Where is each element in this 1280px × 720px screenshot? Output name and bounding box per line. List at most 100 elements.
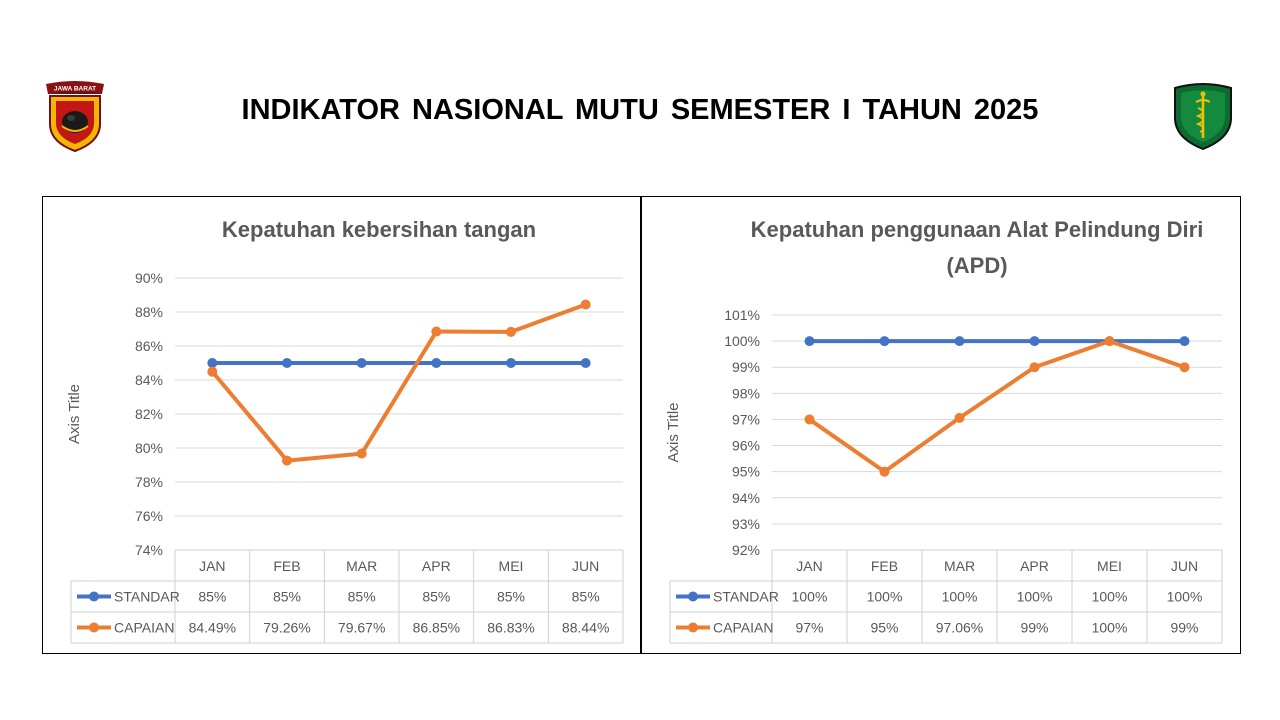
data-point-capaian	[1179, 362, 1190, 373]
data-label: 100%	[1167, 589, 1203, 605]
x-tick-label: JUN	[1171, 558, 1198, 574]
data-point-standar	[356, 358, 367, 368]
x-tick-label: JAN	[796, 558, 822, 574]
y-tick-label: 97%	[732, 411, 760, 427]
x-tick-label: JUN	[572, 558, 599, 574]
data-label: 79.26%	[263, 620, 310, 636]
logo-left-text: JAWA BARAT	[54, 86, 96, 93]
legend-label: CAPAIAN	[114, 620, 174, 636]
data-point-standar	[580, 358, 591, 368]
y-tick-label: 101%	[724, 307, 760, 323]
legend-key-marker	[89, 591, 99, 602]
x-tick-label: MAR	[346, 558, 377, 574]
legend-key-marker	[688, 591, 698, 602]
y-tick-label: 100%	[724, 333, 760, 349]
data-label: 85%	[422, 589, 450, 605]
chart-title: Kepatuhan kebersihan tangan	[222, 217, 536, 242]
data-point-standar	[1029, 336, 1040, 347]
x-tick-label: FEB	[273, 558, 300, 574]
x-tick-label: MAR	[944, 558, 975, 574]
chart-panel-hand-hygiene: Kepatuhan kebersihan tangan 74% 76% 78% 80% 8…	[42, 196, 641, 654]
x-tick-label: MEI	[1097, 558, 1122, 574]
x-tick-label: FEB	[871, 558, 898, 574]
data-label: 97%	[795, 620, 823, 636]
data-label: 100%	[1092, 620, 1128, 636]
chart-panel-apd: Kepatuhan penggunaan Alat Pelindung Diri…	[641, 196, 1241, 654]
y-tick-label: 90%	[135, 270, 163, 286]
data-label: 85%	[348, 589, 376, 605]
police-emblem-logo: JAWA BARAT	[46, 81, 104, 152]
data-label: 95%	[870, 620, 898, 636]
y-tick-label: 93%	[732, 516, 760, 532]
data-label: 100%	[867, 589, 903, 605]
data-point-standar	[282, 358, 292, 368]
data-label: 79.67%	[338, 620, 385, 636]
x-tick-label: APR	[1020, 558, 1049, 574]
y-tick-label: 92%	[732, 542, 760, 558]
data-point-capaian	[1104, 336, 1115, 347]
x-tick-label: MEI	[499, 558, 524, 574]
data-point-capaian	[282, 455, 292, 466]
data-point-capaian	[207, 366, 218, 377]
y-tick-label: 78%	[135, 474, 163, 490]
y-tick-label: 76%	[135, 508, 163, 524]
data-point-standar	[431, 358, 442, 368]
data-label: 100%	[942, 589, 978, 605]
data-point-capaian	[804, 414, 815, 425]
chart-title: Kepatuhan penggunaan Alat Pelindung Diri	[751, 217, 1204, 242]
x-tick-label: APR	[422, 558, 451, 574]
data-label: 86.83%	[487, 620, 534, 636]
chart-title: (APD)	[946, 253, 1007, 278]
hand-hygiene-chart: Kepatuhan kebersihan tangan 74% 76% 78% 80% 8…	[66, 217, 624, 644]
y-tick-label: 80%	[135, 440, 163, 456]
y-axis-title: Axis Title	[665, 402, 682, 462]
data-point-capaian	[580, 299, 591, 310]
y-tick-label: 82%	[135, 406, 163, 422]
y-axis-title: Axis Title	[66, 384, 83, 444]
legend-label: STANDAR	[114, 589, 180, 605]
data-point-capaian	[954, 412, 965, 423]
legend-label: STANDAR	[713, 589, 779, 605]
y-tick-label: 84%	[135, 372, 163, 388]
data-label: 85%	[497, 589, 525, 605]
data-point-standar	[1179, 336, 1190, 347]
data-label: 99%	[1170, 620, 1198, 636]
apd-compliance-chart: Kepatuhan penggunaan Alat Pelindung Diri…	[665, 217, 1223, 644]
data-label: 100%	[1017, 589, 1053, 605]
data-label: 100%	[1092, 589, 1128, 605]
legend-label: CAPAIAN	[713, 620, 773, 636]
data-label: 86.85%	[413, 620, 460, 636]
y-tick-label: 99%	[732, 359, 760, 375]
y-tick-label: 98%	[732, 385, 760, 401]
data-label: 100%	[792, 589, 828, 605]
x-tick-label: JAN	[199, 558, 225, 574]
legend-key-marker	[688, 622, 698, 633]
data-label: 97.06%	[936, 620, 983, 636]
data-point-capaian	[879, 466, 890, 477]
y-tick-label: 86%	[135, 338, 163, 354]
y-tick-label: 95%	[732, 464, 760, 480]
data-point-standar	[804, 336, 815, 347]
legend-key-marker	[89, 622, 99, 633]
data-point-standar	[954, 336, 965, 347]
data-point-standar	[506, 358, 516, 368]
y-tick-label: 96%	[732, 438, 760, 454]
data-label: 88.44%	[562, 620, 609, 636]
data-label: 85%	[572, 589, 600, 605]
series-line-capaian	[807, 339, 1187, 474]
data-label: 85%	[198, 589, 226, 605]
health-emblem-logo	[1174, 83, 1232, 150]
series-line-capaian	[210, 302, 588, 463]
data-label: 84.49%	[189, 620, 236, 636]
data-point-capaian	[431, 326, 442, 337]
page-title: INDIKATOR NASIONAL MUTU SEMESTER I TAHUN…	[241, 94, 1039, 126]
data-point-capaian	[506, 326, 516, 337]
y-tick-label: 74%	[135, 542, 163, 558]
y-tick-label: 88%	[135, 304, 163, 320]
data-point-standar	[879, 336, 890, 347]
data-point-capaian	[1029, 362, 1040, 373]
data-point-standar	[207, 358, 218, 368]
data-point-capaian	[356, 448, 367, 459]
y-tick-label: 94%	[732, 490, 760, 506]
data-label: 85%	[273, 589, 301, 605]
